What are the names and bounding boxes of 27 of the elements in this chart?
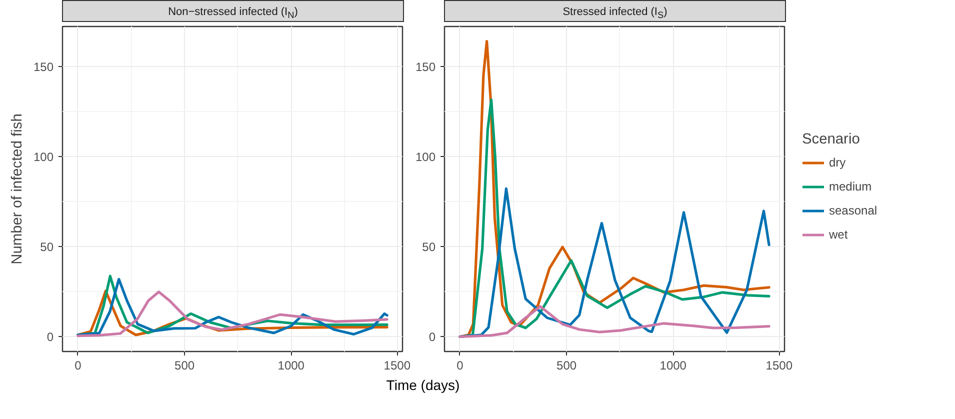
chart-title: Non−stressed infected (I$_{N}$) xyxy=(168,5,298,22)
legend-label: wet xyxy=(829,227,849,241)
chart-title: Stressed infected (I$_{S}$) xyxy=(562,5,668,22)
x-tick-label: 0 xyxy=(456,358,464,372)
line-series xyxy=(458,305,770,338)
x-tick-label: 0 xyxy=(74,358,82,372)
x-tick-label: 500 xyxy=(174,358,195,372)
y-tick-label: 50 xyxy=(422,240,436,254)
y-tick-label: 0 xyxy=(46,330,54,344)
legend-label: medium xyxy=(829,179,872,193)
y-tick-label: 100 xyxy=(415,150,436,164)
y-tick-label: 150 xyxy=(415,60,436,74)
legend-label: seasonal xyxy=(829,203,878,217)
x-tick-label: 500 xyxy=(556,358,577,372)
y-axis-title: Number of infected fish xyxy=(9,114,26,264)
x-tick-label: 1000 xyxy=(278,358,305,372)
y-tick-label: 100 xyxy=(33,150,54,164)
y-tick-label: 0 xyxy=(428,330,436,344)
y-tick-label: 150 xyxy=(33,60,54,74)
x-axis-title: Time (days) xyxy=(386,376,460,395)
legend-title: Scenario xyxy=(802,131,861,147)
line-series xyxy=(458,98,770,338)
x-tick-label: 1500 xyxy=(384,358,411,372)
legend-label: dry xyxy=(829,155,847,169)
y-tick-label: 50 xyxy=(40,240,54,254)
x-tick-label: 1500 xyxy=(766,358,793,372)
x-tick-label: 1000 xyxy=(660,358,687,372)
